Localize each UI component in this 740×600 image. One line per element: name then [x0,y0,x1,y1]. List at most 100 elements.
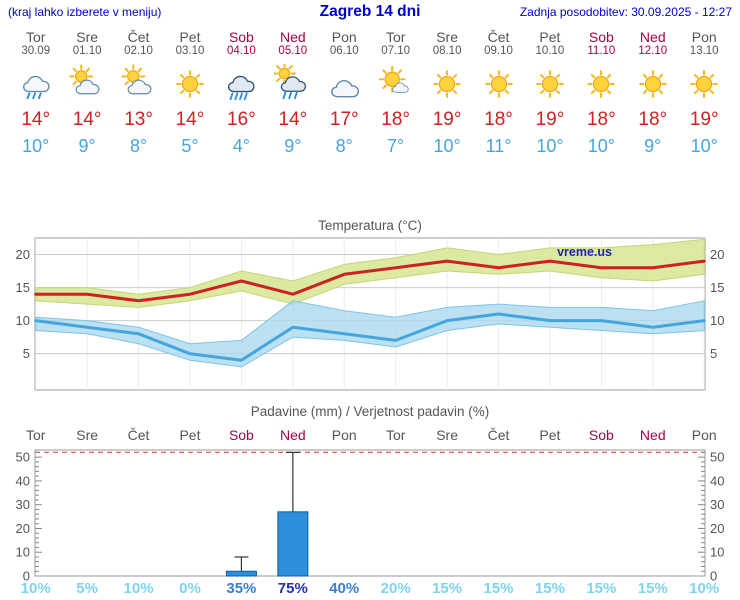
watermark: vreme.us [557,245,612,259]
y-axis-label-left: 20 [16,247,30,262]
forecast-day-date: 08.10 [432,45,462,57]
y-axis-label-right: 20 [710,521,724,536]
forecast-day-name: Sob [228,29,254,45]
weather-icon-mostly-sunny [370,64,421,106]
precip-probability: 10% [123,580,154,597]
min-temperature: 7° [387,136,405,156]
min-temperature: 9° [284,136,302,156]
precip-day-label: Sob [228,427,254,443]
y-axis-label-right: 40 [710,473,724,488]
precip-day-label: Pon [331,427,357,443]
precip-day-label: Sre [436,427,458,443]
precip-probability: 10% [689,580,720,597]
y-axis-label-left: 40 [16,473,30,488]
weather-icon-partly-cloudy [61,64,112,106]
precipitation-chart: 0 0 10 10 20 20 30 30 40 40 50 50 [16,449,724,584]
temperature-chart: 5 5 10 10 15 15 20 20 vreme.us [16,237,724,391]
precipitation-probability-row: 10% 5% 10% 0% 35% 75% 40% 20% 15% 15% 15% 15% 15% 10% [10,580,730,597]
forecast-day-date: 03.10 [175,45,205,57]
forecast-day-date: 04.10 [227,45,256,57]
min-temperature: 5° [181,136,199,156]
y-axis-label-right: 30 [710,497,724,512]
forecast-day-name: Sre [436,29,458,45]
temp-min-line [34,312,706,362]
y-axis-label-left: 10 [16,313,30,328]
forecast-day-name: Čet [127,29,150,45]
min-temperature: 8° [335,136,353,156]
max-temperature: 14° [175,109,205,130]
weather-icon-cloudy [319,64,370,106]
min-temperature: 9° [644,136,662,156]
forecast-day-name: Sob [588,29,614,45]
max-temperature: 18° [638,109,668,130]
forecast-day: Sre 01.10 14° 9° [61,30,112,158]
forecast-day-date: 01.10 [72,45,102,57]
precip-probability: 15% [483,580,514,597]
forecast-day-name: Ned [279,29,306,45]
weather-icon-sunny [473,64,524,106]
weather-icon-partly-cloudy [113,64,164,106]
precip-bar [225,570,257,577]
forecast-day: Tor 30.09 14° 10° [10,30,61,158]
max-temperature: 19° [535,109,565,130]
y-axis-label-right: 5 [710,346,717,361]
precip-day-label: Ned [279,427,306,443]
last-update-text: Zadnja posodobitev: 30.09.2025 - 12:27 [519,5,732,19]
forecast-day-name: Čet [487,29,510,45]
forecast-day-name: Pon [691,29,717,45]
max-temperature: 19° [689,109,719,130]
temperature-chart-title: Temperatura (°C) [318,218,422,233]
y-axis-label-left: 30 [16,497,30,512]
y-axis-label-right: 10 [710,313,724,328]
weather-icon-sunny [678,64,729,106]
y-axis-label-left: 15 [16,280,30,295]
precip-day-label: Čet [127,427,150,443]
forecast-day-name: Pon [331,29,357,45]
forecast-strip: Tor 30.09 14° 10° Sre 01.10 14° 9° Čet 02.10 13° 8°… [10,30,730,158]
precip-day-label: Čet [487,427,510,443]
weather-icon-rain [216,64,267,106]
y-axis-label-right: 0 [710,569,717,584]
precip-probability: 0% [179,580,201,597]
weather-icon-showers [10,64,61,106]
max-temperature: 14° [278,109,308,130]
forecast-day: Pet 03.10 14° 5° [164,30,215,158]
precip-probability: 15% [534,580,565,597]
precipitation-chart-title: Padavine (mm) / Verjetnost padavin (%) [250,404,490,419]
precip-day-label: Ned [639,427,666,443]
precip-day-label: Tor [385,427,406,443]
forecast-day-name: Tor [25,29,46,45]
precip-probability: 75% [277,580,308,597]
precip-probability: 15% [637,580,668,597]
max-temperature: 18° [381,109,411,130]
precip-probability: 35% [226,580,257,597]
forecast-day: Čet 02.10 13° 8° [113,30,164,158]
max-temperature: 18° [586,109,616,130]
precip-day-label: Pet [179,427,201,443]
forecast-day: Ned 05.10 14° 9° [267,30,318,158]
min-temperature: 10° [433,136,461,156]
min-temperature: 11° [485,136,512,156]
min-temperature: 4° [232,136,250,156]
forecast-day: Sob 11.10 18° 10° [576,30,627,158]
precip-probability: 10% [20,580,51,597]
forecast-day-date: 02.10 [124,45,153,57]
forecast-day-date: 12.10 [638,45,668,57]
y-axis-label-right: 50 [710,450,724,465]
max-temperature: 17° [329,109,359,130]
forecast-day: Čet 09.10 18° 11° [473,30,524,158]
forecast-day-date: 07.10 [381,45,411,57]
y-axis-label-left: 50 [16,450,30,465]
weather-icon-sunny [164,64,215,106]
forecast-day: Pon 06.10 17° 8° [319,30,370,158]
min-temperature: 9° [78,136,96,156]
precip-day-label: Tor [25,427,46,443]
min-temperature: 10° [587,136,615,156]
y-axis-label-left: 10 [16,545,30,560]
forecast-day-date: 09.10 [484,45,513,57]
forecast-day-date: 06.10 [329,45,359,57]
y-axis-label-right: 10 [710,545,724,560]
forecast-day: Ned 12.10 18° 9° [627,30,678,158]
min-temperature: 8° [129,136,148,156]
